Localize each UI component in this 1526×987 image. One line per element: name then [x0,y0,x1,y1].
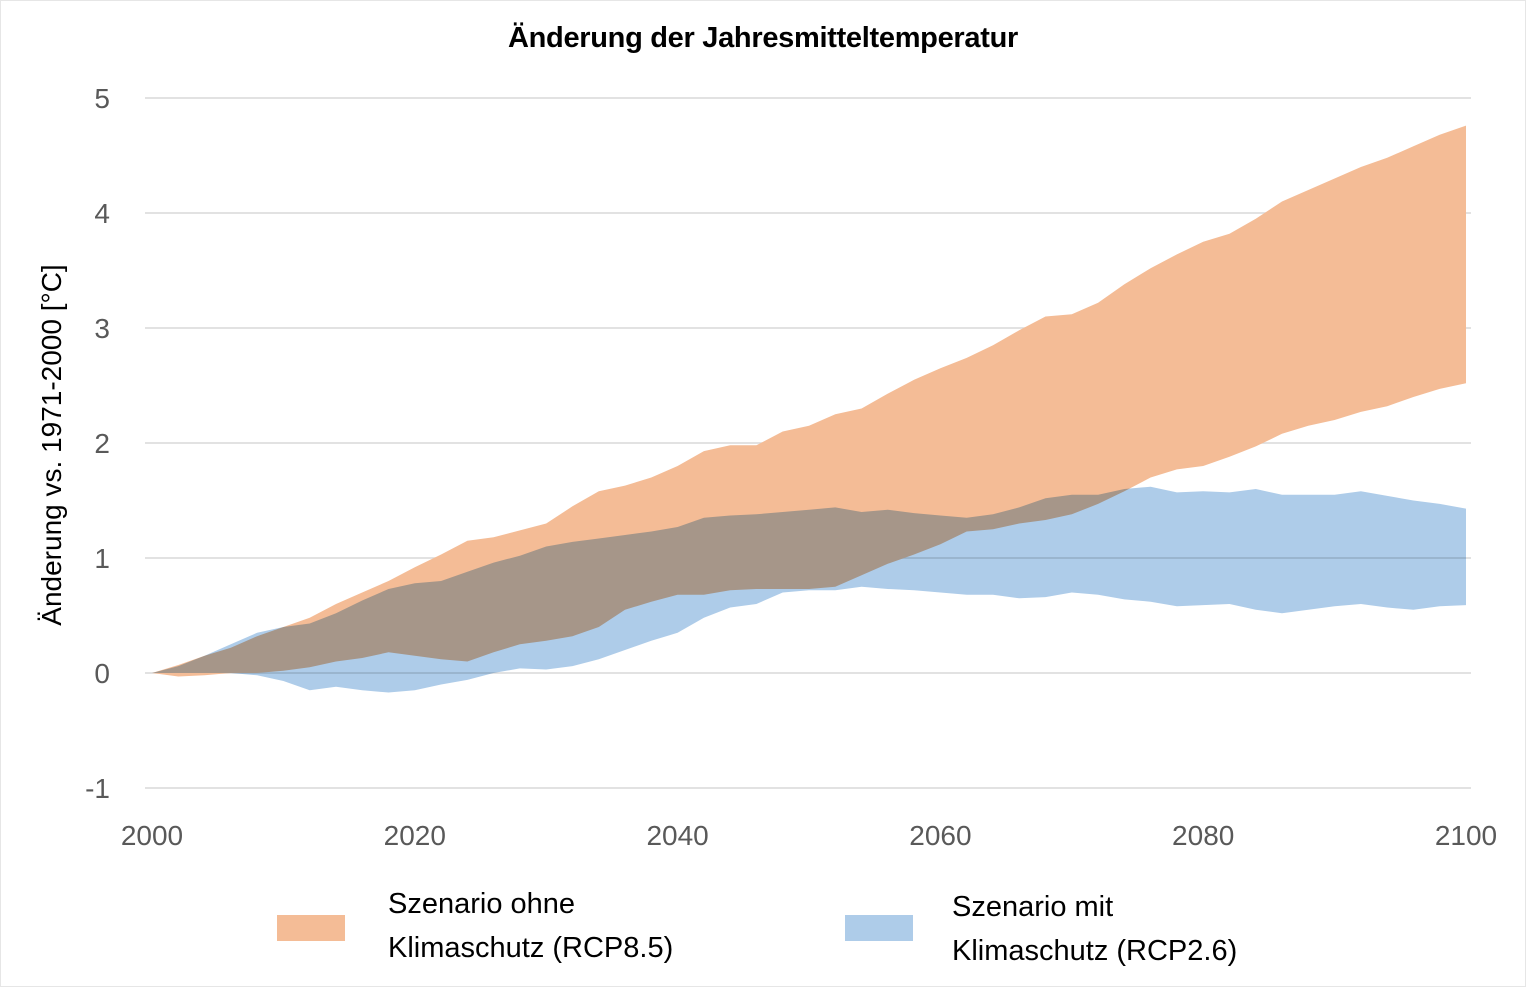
x-tick-label: 2060 [909,820,971,851]
y-tick-label: -1 [85,773,110,804]
y-tick-label: 1 [94,543,110,574]
legend-label-rcp26-line1: Szenario mit [952,891,1114,923]
x-tick-labels: 2000 2020 2040 2060 2080 2100 [121,820,1497,851]
x-tick-label: 2040 [646,820,708,851]
y-tick-label: 2 [94,428,110,459]
legend-label-rcp85: Szenario ohne Klimaschutz (RCP8.5) [388,882,673,970]
x-tick-label: 2100 [1435,820,1497,851]
legend-label-rcp26-line2: Klimaschutz (RCP2.6) [952,935,1238,967]
x-tick-label: 2020 [384,820,446,851]
band-rcp26 [152,486,1466,693]
y-tick-labels: -1 0 1 2 3 4 5 [85,83,110,804]
y-tick-label: 5 [94,83,110,114]
bands [152,125,1466,693]
x-tick-label: 2080 [1172,820,1234,851]
legend-swatch-rcp26 [845,915,913,941]
y-tick-label: 4 [94,198,110,229]
chart-title: Änderung der Jahresmitteltemperatur [507,22,1018,54]
x-tick-label: 2000 [121,820,183,851]
y-tick-label: 0 [94,658,110,689]
y-tick-label: 3 [94,313,110,344]
legend-swatch-rcp85 [277,915,345,941]
legend-label-rcp85-line1: Szenario ohne [388,888,576,920]
legend-label-rcp85-line2: Klimaschutz (RCP8.5) [388,932,674,964]
legend-label-rcp26: Szenario mit Klimaschutz (RCP2.6) [952,885,1237,973]
